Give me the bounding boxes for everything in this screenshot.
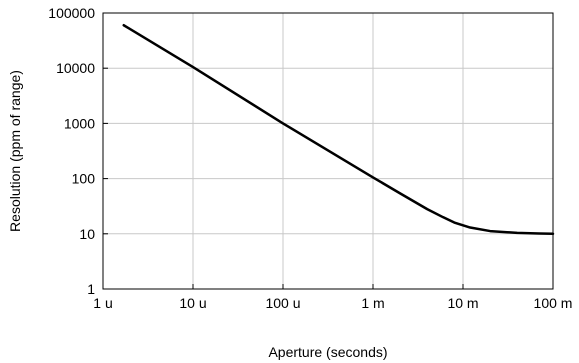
x-tick-label: 10 m [447, 295, 478, 311]
x-tick-label: 100 u [265, 295, 300, 311]
y-tick-label: 100000 [48, 5, 95, 21]
y-tick-label: 1000 [64, 115, 95, 131]
x-tick-labels: 1 u 10 u 100 u 1 m 10 m 100 m [93, 295, 572, 311]
y-tick-label: 1 [87, 281, 95, 297]
y-axis-title: Resolution (ppm of range) [7, 70, 23, 232]
y-tick-label: 10000 [56, 60, 95, 76]
x-axis-title: Aperture (seconds) [268, 344, 387, 360]
y-tick-label: 100 [72, 171, 96, 187]
plot-frame [102, 12, 554, 290]
x-tick-label: 100 m [534, 295, 573, 311]
tick-marks [102, 12, 554, 290]
y-tick-labels: 1 10 100 1000 10000 100000 [48, 5, 95, 297]
series-line [122, 24, 555, 236]
series-layer [122, 24, 555, 236]
x-tick-label: 1 m [361, 295, 384, 311]
y-tick-label: 10 [79, 226, 95, 242]
x-tick-label: 1 u [93, 295, 112, 311]
x-tick-label: 10 u [179, 295, 206, 311]
